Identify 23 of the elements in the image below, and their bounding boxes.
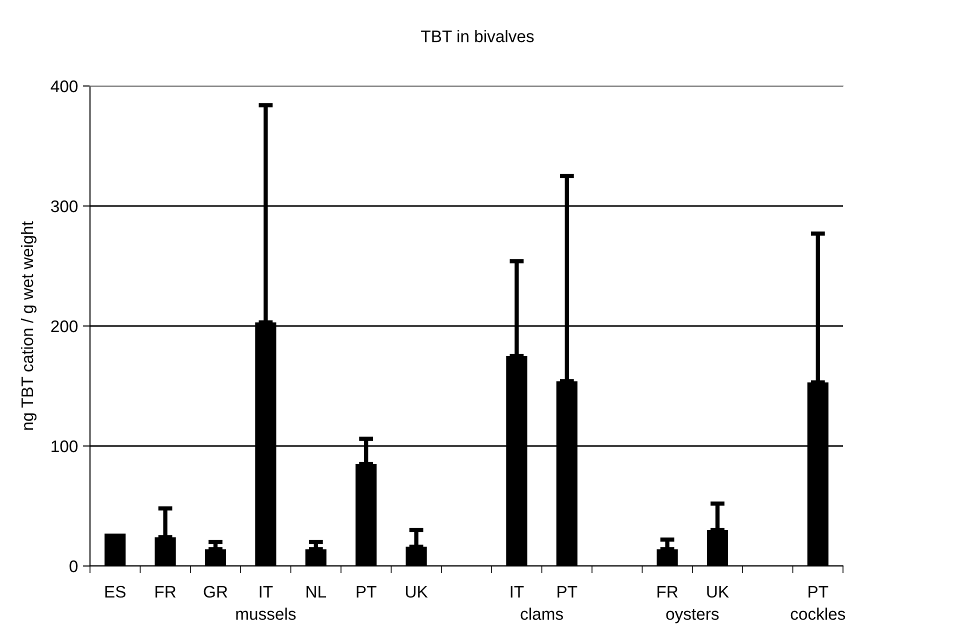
- x-tick-label: UK: [707, 586, 729, 598]
- y-tick-label: 300: [51, 200, 78, 212]
- x-tick-label: NL: [306, 586, 326, 598]
- y-tick-label: 100: [52, 440, 78, 452]
- x-tick-label: ES: [105, 586, 126, 598]
- text: clams: [520, 608, 563, 620]
- x-tick-label: FR: [156, 586, 176, 598]
- chart-title: TBT in bivalves: [421, 30, 534, 42]
- text: mussels: [236, 608, 296, 620]
- x-tick-label: UK: [406, 586, 428, 598]
- text: oysters: [666, 608, 719, 624]
- x-tick-label: IT: [510, 586, 524, 598]
- y-tick-label: 0: [70, 560, 78, 572]
- x-tick-label: GR: [204, 586, 228, 598]
- x-tick-label: PT: [558, 586, 578, 598]
- x-tick-label: PT: [356, 586, 376, 598]
- x-tick-label: PT: [808, 586, 828, 598]
- y-tick-label: 400: [50, 80, 78, 92]
- y-axis-title: ng TBT cation / g wet weight: [20, 221, 36, 430]
- x-tick-label: FR: [658, 586, 678, 598]
- text: cockles: [790, 608, 846, 620]
- x-tick-label: IT: [260, 586, 273, 598]
- y-tick-label: 200: [51, 320, 78, 332]
